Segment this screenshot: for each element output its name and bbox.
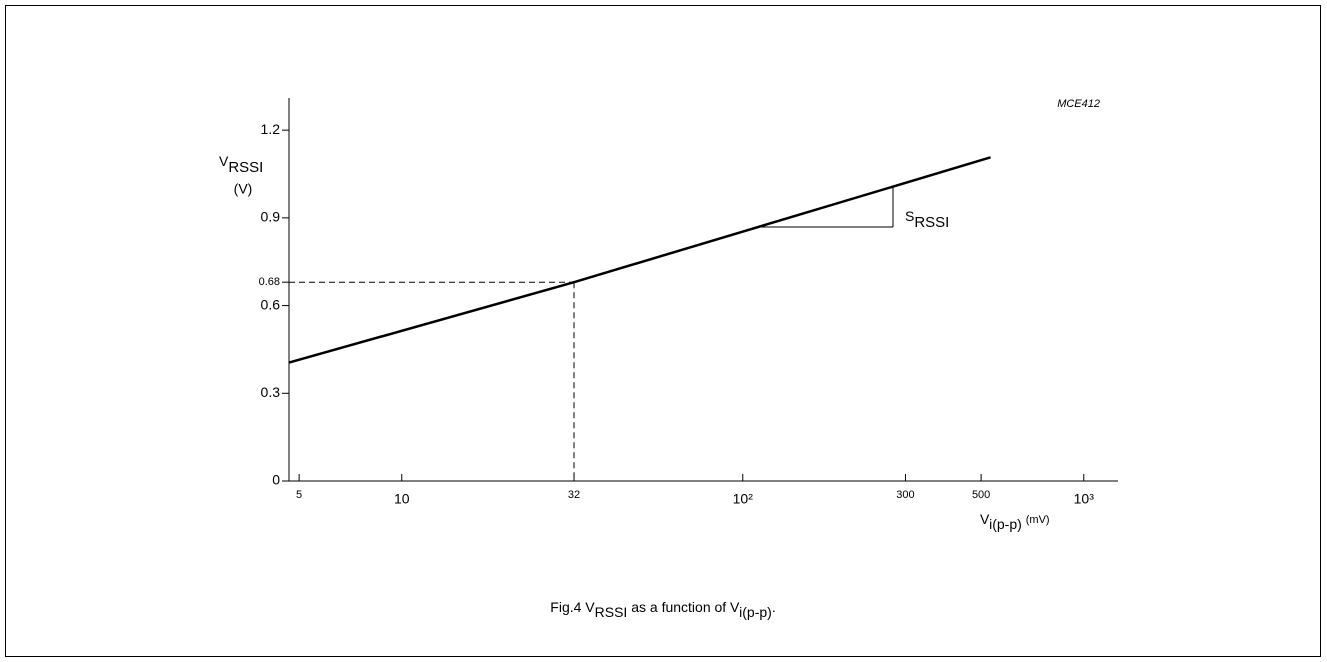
frame bbox=[5, 5, 1321, 657]
x-tick-label: 32 bbox=[568, 489, 580, 501]
x-axis-label: Vi(p-p) (mV) bbox=[980, 511, 1050, 532]
caption-part: Fig.4 V bbox=[550, 599, 595, 615]
y-axis-label: VRSSI bbox=[219, 153, 263, 176]
figure-id: MCE412 bbox=[1057, 98, 1100, 110]
y-tick-label: 1.2 bbox=[261, 121, 281, 137]
x-label-main: V bbox=[980, 511, 990, 527]
x-tick-label: 10 bbox=[394, 491, 410, 507]
y-tick-label: 0.3 bbox=[261, 384, 281, 400]
x-tick-label: 300 bbox=[896, 489, 914, 501]
y-tick-label: 0.9 bbox=[261, 209, 281, 225]
caption: Fig.4 VRSSI as a function of Vi(p-p). bbox=[550, 599, 775, 620]
x-label-unit: (mV) bbox=[1026, 514, 1050, 526]
y-tick-label: 0.6 bbox=[261, 296, 281, 312]
slope-label-main: S bbox=[905, 208, 914, 224]
caption-part: as a function of V bbox=[627, 599, 740, 615]
y-axis-unit: (V) bbox=[234, 181, 253, 197]
slope-label: SRSSI bbox=[905, 208, 949, 231]
x-tick-label: 5 bbox=[296, 489, 302, 501]
x-tick-label: 10³ bbox=[1074, 491, 1095, 507]
x-label-sub: i(p-p) bbox=[989, 516, 1022, 532]
slope-label-sub: RSSI bbox=[914, 214, 949, 231]
y-label-main: V bbox=[219, 153, 229, 169]
caption-part: RSSI bbox=[595, 604, 628, 620]
caption-part: . bbox=[772, 599, 776, 615]
data-line bbox=[288, 156, 991, 364]
caption-part: i(p-p) bbox=[739, 604, 772, 620]
x-tick-label: 10² bbox=[733, 491, 754, 507]
x-tick-label: 500 bbox=[972, 489, 990, 501]
y-tick-label: 0 bbox=[272, 472, 280, 488]
y-tick-label: 0.68 bbox=[259, 276, 280, 288]
y-label-sub: RSSI bbox=[228, 159, 263, 176]
